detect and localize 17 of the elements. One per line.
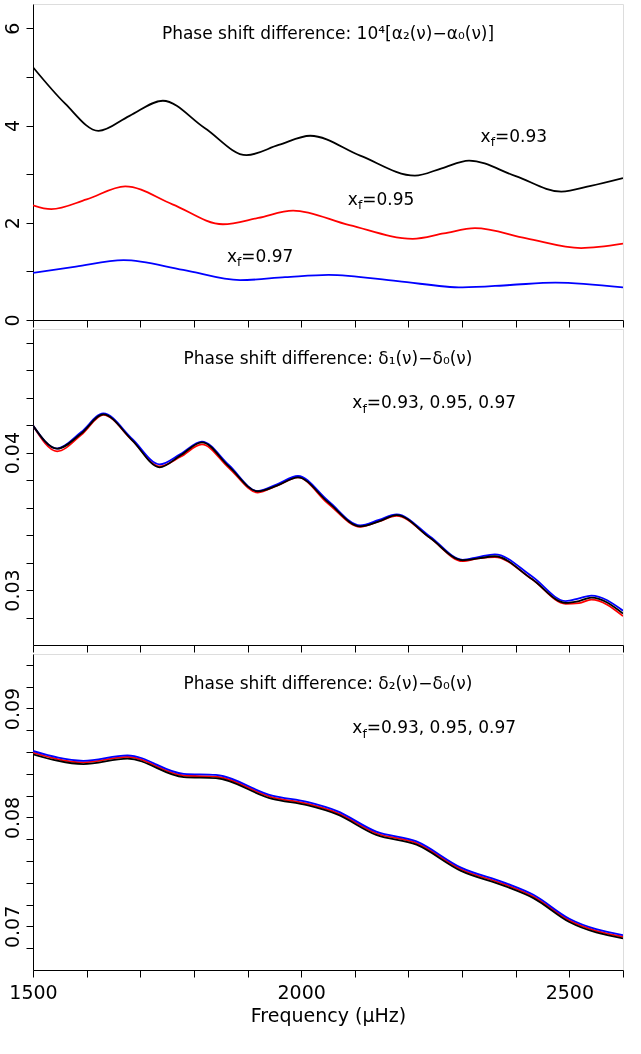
y-tick-label: 0.08 xyxy=(0,796,23,840)
y-tick-label: 6 xyxy=(0,22,23,35)
x-tick-label: 2500 xyxy=(545,980,595,1003)
text: Phase shift difference: δ₂(ν)−δ₀(ν) xyxy=(183,673,473,693)
x-tick-label: 1500 xyxy=(9,980,58,1003)
text: Phase shift difference: 10⁴[α₂(ν)−α₀(ν)] xyxy=(161,23,495,43)
y-tick-label: 2 xyxy=(0,217,23,230)
x-axis-title: Frequency (μHz) xyxy=(250,1003,407,1026)
x-tick-label: 2000 xyxy=(277,980,326,1003)
text: Phase shift difference: δ₁(ν)−δ₀(ν) xyxy=(183,348,473,368)
y-tick-label: 0.03 xyxy=(0,569,23,612)
y-tick-label: 4 xyxy=(0,119,23,133)
line-series xyxy=(33,185,623,249)
y-tick-label: 0 xyxy=(0,314,23,327)
y-tick-label: 0.07 xyxy=(0,905,23,949)
y-tick-label: 0.04 xyxy=(0,432,23,475)
y-tick-label: 0.09 xyxy=(0,687,23,731)
